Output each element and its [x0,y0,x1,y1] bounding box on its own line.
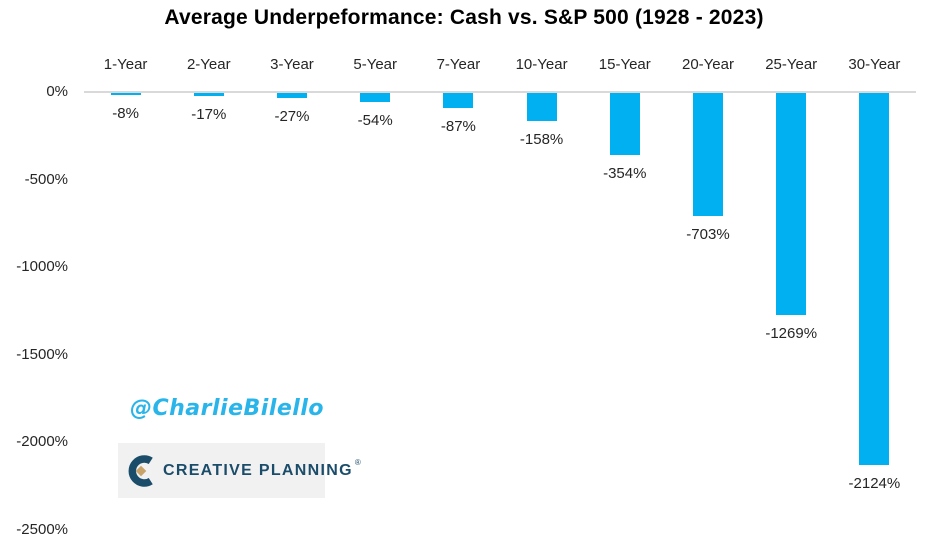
category-label: 2-Year [186,56,231,73]
category-label: 1-Year [103,56,148,73]
y-tick-label: -1000% [16,258,68,275]
category-label: 15-Year [598,56,651,73]
category-label: 5-Year [353,56,398,73]
bar [693,93,723,216]
zero-axis-line [84,91,916,93]
creative-planning-c-icon [128,454,153,487]
chart-title: Average Underpeformance: Cash vs. S&P 50… [164,6,764,29]
bar [609,93,640,155]
bar [360,93,391,102]
category-label: 3-Year [270,56,314,73]
logo-brand-text: CREATIVE PLANNING [163,461,353,479]
bar [110,93,141,95]
value-label: -27% [274,108,310,125]
value-label: -17% [191,106,227,123]
creative-planning-logo: CREATIVE PLANNING ® [118,443,361,498]
bar [277,93,307,98]
y-tick-label: -1500% [16,345,68,363]
bar [443,93,474,108]
category-label: 30-Year [848,56,901,73]
bar [526,93,557,121]
value-label: -8% [112,105,139,122]
category-label: 10-Year [515,56,568,73]
bar [859,93,890,465]
value-label: -87% [440,118,476,135]
category-label: 20-Year [681,56,734,73]
value-label: -54% [357,112,393,129]
y-tick-label: -2500% [16,520,68,538]
y-tick-label: 0% [46,83,68,100]
bar [776,93,807,315]
category-label: 7-Year [436,56,481,73]
value-label: -2124% [848,475,901,492]
y-tick-label: -2000% [16,433,68,450]
bar [193,93,224,96]
watermark-handle: @CharlieBilello [130,396,324,421]
value-label: -158% [519,131,564,148]
y-tick-label: -500% [24,170,68,188]
category-label: 25-Year [765,56,818,73]
value-label: -703% [686,226,730,243]
value-label: -1269% [765,325,818,342]
registered-trademark-icon: ® [354,458,361,467]
value-label: -354% [603,165,647,182]
